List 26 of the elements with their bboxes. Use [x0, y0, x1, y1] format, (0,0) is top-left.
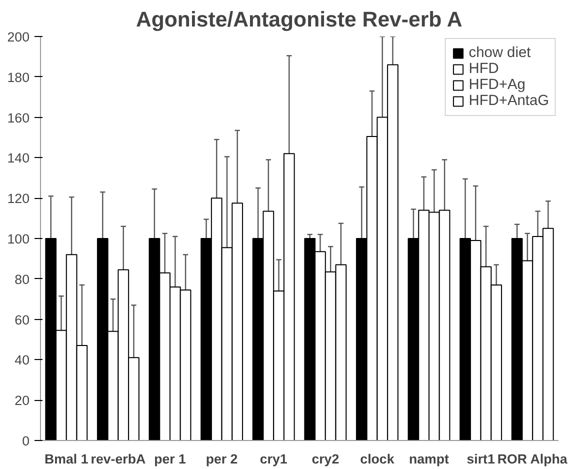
y-tick-label: 120 — [7, 191, 30, 206]
x-tick-label: cry1 — [260, 452, 288, 466]
y-tick-label: 40 — [14, 352, 30, 368]
x-tick-label: Bmal 1 — [44, 452, 89, 466]
legend-label: HFD+AntaG — [468, 93, 549, 109]
legend-label: chow diet — [468, 45, 531, 61]
y-tick-label: 80 — [14, 272, 30, 287]
legend-label: HFD — [468, 61, 499, 77]
x-tick-label: rev-erbA — [90, 452, 146, 466]
y-tick-label: 20 — [14, 393, 30, 408]
y-tick-label: 0 — [22, 434, 30, 448]
legend-label: HFD+Ag — [468, 77, 526, 93]
x-tick-label: nampt — [409, 452, 450, 466]
x-tick-label: cry2 — [312, 452, 340, 466]
x-tick-label: per 2 — [206, 452, 238, 466]
x-tick-label: per 1 — [154, 452, 187, 466]
y-tick-label: 200 — [7, 30, 30, 44]
x-tick-label: clock — [360, 452, 395, 466]
x-tick-label: ROR Alpha — [497, 452, 568, 466]
x-tick-label: sirt1 — [466, 452, 496, 466]
y-tick-label: 160 — [7, 110, 30, 126]
y-tick-label: 140 — [7, 150, 30, 166]
y-tick-label: 180 — [7, 70, 30, 85]
y-tick-label: 60 — [14, 312, 30, 328]
chart-title: Agoniste/Antagoniste Rev-erb A — [136, 8, 462, 32]
y-tick-label: 100 — [7, 232, 30, 246]
